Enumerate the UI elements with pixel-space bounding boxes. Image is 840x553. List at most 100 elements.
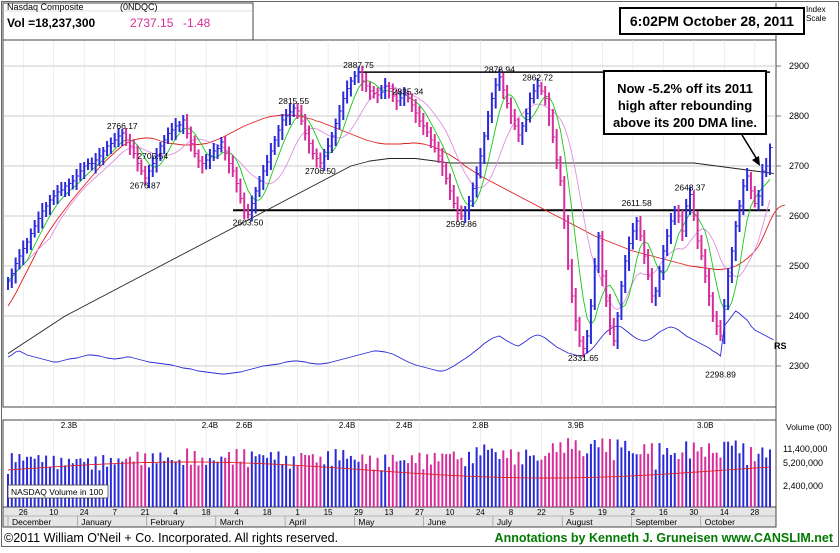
copyright: ©2011 William O'Neil + Co. Incorporated.…	[4, 531, 338, 545]
timestamp: 6:02PM October 28, 2011	[630, 13, 794, 29]
price-tick-2900: 2900	[789, 61, 809, 71]
price-label: 2676.87	[130, 181, 161, 191]
price-label: 2705.54	[137, 151, 168, 161]
month-label: June	[428, 517, 447, 527]
volume-tick: 2,400,000	[783, 481, 823, 491]
price-label: 2766.17	[107, 121, 138, 131]
volume-peak-label: 2.8B	[472, 421, 488, 430]
price-label: 2643.37	[675, 182, 706, 192]
day-label: 28	[750, 508, 759, 517]
annotation-line-2: high after rebounding	[618, 98, 752, 113]
price-tick-2600: 2600	[789, 211, 809, 221]
price-point-labels: 2766.17 2676.87 2705.54 2603.50 2815.55 2706.…	[107, 60, 736, 379]
price-label: 2599.86	[446, 219, 477, 229]
day-label: 21	[141, 508, 150, 517]
date-axis: December January February March April May June…	[7, 508, 760, 527]
month-label: August	[566, 517, 593, 527]
price-label: 2611.58	[622, 198, 652, 208]
price-label: 2878.94	[484, 65, 515, 75]
volume-tick: 11,400,000	[783, 444, 827, 454]
day-label: 10	[446, 508, 455, 517]
day-label: 4	[234, 508, 239, 517]
volume-readout: Vol =18,237,300	[7, 16, 96, 30]
day-label: 22	[537, 508, 546, 517]
moving-averages	[7, 80, 786, 375]
month-label: October	[705, 517, 735, 527]
ma200-line	[7, 158, 774, 354]
day-label: 8	[509, 508, 514, 517]
price-label: 2331.65	[568, 353, 599, 363]
month-label: February	[151, 517, 186, 527]
month-label: April	[289, 517, 306, 527]
day-label: 27	[415, 508, 424, 517]
day-label: 18	[202, 508, 211, 517]
annotation-arrow	[741, 134, 759, 162]
day-label: 29	[354, 508, 363, 517]
symbol-code: (0NDQC)	[120, 2, 158, 12]
month-label: January	[81, 517, 112, 527]
volume-peak-label: 3.9B	[567, 421, 583, 430]
price-label: 2862.72	[522, 73, 553, 83]
day-label: 1	[295, 508, 300, 517]
day-label: 30	[689, 508, 698, 517]
volume-tick: 5,200,000	[783, 458, 823, 468]
price-label: 2298.89	[705, 370, 736, 380]
volume-peak-label: 2.4B	[396, 421, 412, 430]
price-tick-2800: 2800	[789, 111, 809, 121]
volume-peak-label: 2.4B	[202, 421, 218, 430]
annotation-line-1: Now -5.2% off its 2011	[617, 81, 753, 96]
day-label: 24	[476, 508, 485, 517]
price-change: -1.48	[183, 16, 211, 30]
month-label: September	[635, 517, 677, 527]
price-label: 2706.50	[305, 166, 336, 176]
timestamp-box	[619, 7, 805, 35]
month-label: May	[358, 517, 375, 527]
volume-peak-label: 2.4B	[339, 421, 355, 430]
price-label: 2815.55	[278, 96, 309, 106]
day-label: 16	[659, 508, 668, 517]
day-label: 2	[631, 508, 636, 517]
month-label: July	[497, 517, 513, 527]
volume-bars: 2.3B 2.4B 2.6B 2.4B 2.4B 2.8B 3.9B 3.0B	[7, 421, 771, 507]
volume-axis: 11,400,000 5,200,000 2,400,000	[783, 444, 827, 491]
volume-peak-label: 2.3B	[61, 421, 77, 430]
volume-axis-title: Volume (00)	[786, 422, 832, 432]
symbol-name: Nasdaq Composite	[7, 2, 84, 12]
price-label: 2835.34	[393, 86, 424, 96]
scale-label: Scale	[806, 14, 827, 23]
price-tick-2500: 2500	[789, 261, 809, 271]
day-label: 4	[173, 508, 178, 517]
annotation-line-3: above its 200 DMA line.	[613, 115, 757, 130]
price-axis: 2300 2400 2500 2600 2700 2800 2900	[776, 61, 809, 371]
ma50-line	[7, 114, 786, 307]
day-label: 7	[112, 508, 117, 517]
day-label: 26	[19, 508, 28, 517]
day-label: 15	[324, 508, 333, 517]
day-label: 14	[720, 508, 729, 517]
index-label: Index	[806, 5, 826, 14]
day-label: 24	[80, 508, 89, 517]
volume-peak-label: 2.6B	[236, 421, 252, 430]
rs-label: RS	[774, 341, 787, 351]
volume-average-line	[7, 461, 771, 479]
month-label: December	[12, 517, 51, 527]
price-gridlines	[3, 65, 776, 367]
day-label: 13	[385, 508, 394, 517]
price-label: 2603.50	[233, 217, 264, 227]
day-label: 5	[570, 508, 575, 517]
price-bars	[7, 65, 773, 358]
day-label: 10	[49, 508, 58, 517]
annotation-arrowhead	[752, 156, 760, 166]
last-price: 2737.15	[130, 16, 174, 30]
day-label: 18	[263, 508, 272, 517]
price-tick-2400: 2400	[789, 311, 809, 321]
price-label: 2887.75	[343, 60, 374, 70]
day-label: 19	[598, 508, 607, 517]
annotation-box	[603, 70, 767, 135]
price-tick-2300: 2300	[789, 361, 809, 371]
volume-panel-label: NASDAQ Volume in 100	[11, 487, 103, 497]
annotation-credit: Annotations by Kenneth J. Gruneisen www.…	[495, 531, 834, 545]
volume-peak-label: 3.0B	[697, 421, 713, 430]
